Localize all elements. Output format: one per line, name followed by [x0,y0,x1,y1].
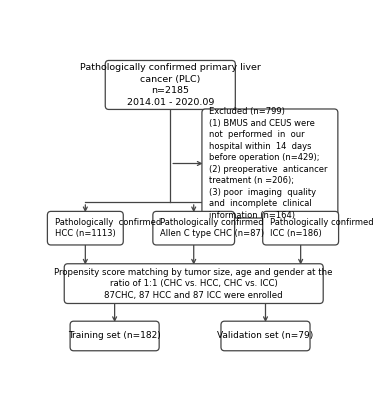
Text: Training set (n=182): Training set (n=182) [68,332,161,340]
Text: Propensity score matching by tumor size, age and gender at the
ratio of 1:1 (CHC: Propensity score matching by tumor size,… [54,268,333,300]
Text: Pathologically confirmed primary liver
cancer (PLC)
n=2185
2014.01 - 2020.09: Pathologically confirmed primary liver c… [80,63,261,107]
Text: Pathologically  confirmed
HCC (n=1113): Pathologically confirmed HCC (n=1113) [55,218,161,238]
FancyBboxPatch shape [64,264,323,304]
FancyBboxPatch shape [105,60,235,110]
Text: Pathologically confirmed
Allen C type CHC (n=87): Pathologically confirmed Allen C type CH… [160,218,264,238]
FancyBboxPatch shape [221,321,310,351]
Text: Pathologically confirmed
ICC (n=186): Pathologically confirmed ICC (n=186) [270,218,374,238]
FancyBboxPatch shape [153,211,235,245]
FancyBboxPatch shape [202,109,338,218]
Text: Validation set (n=79): Validation set (n=79) [217,332,314,340]
FancyBboxPatch shape [70,321,159,351]
FancyBboxPatch shape [263,211,339,245]
Text: Excluded (n=799)
(1) BMUS and CEUS were
not  performed  in  our
hospital within : Excluded (n=799) (1) BMUS and CEUS were … [209,108,328,220]
FancyBboxPatch shape [47,211,123,245]
